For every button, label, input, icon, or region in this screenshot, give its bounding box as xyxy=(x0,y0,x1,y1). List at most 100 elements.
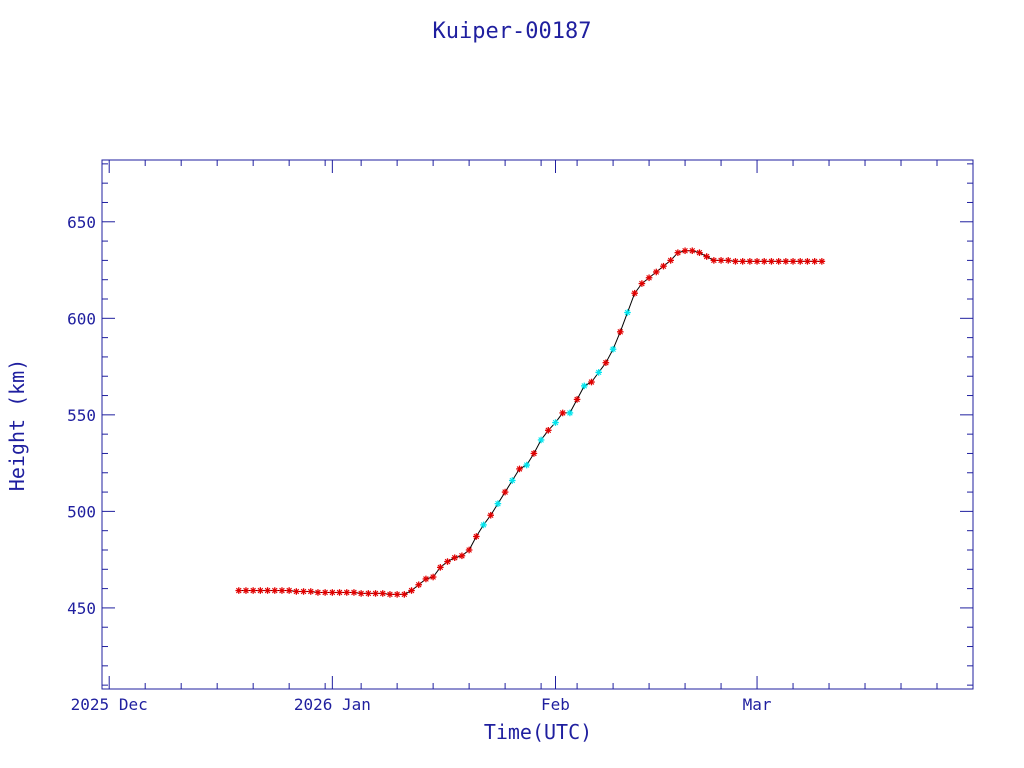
data-point-stroke xyxy=(235,587,242,594)
x-tick-label: Mar xyxy=(743,695,772,714)
data-point xyxy=(789,258,797,265)
data-point xyxy=(559,409,566,417)
data-point-stroke xyxy=(379,590,386,597)
data-point-stroke xyxy=(552,419,559,426)
data-point-stroke xyxy=(451,554,458,561)
data-point xyxy=(278,587,286,594)
data-point xyxy=(487,511,495,519)
data-point xyxy=(458,552,466,560)
data-point-stroke xyxy=(783,258,789,265)
y-tick-label: 450 xyxy=(67,599,96,618)
data-point-stroke xyxy=(495,500,501,507)
data-point xyxy=(357,590,365,597)
data-point xyxy=(710,257,718,264)
data-point xyxy=(501,488,509,496)
data-point-stroke xyxy=(617,329,624,335)
data-point xyxy=(257,587,264,594)
data-point xyxy=(609,345,617,353)
data-point xyxy=(624,309,631,316)
data-point xyxy=(300,588,307,595)
data-point-stroke xyxy=(639,280,645,287)
data-point-stroke xyxy=(610,346,616,352)
data-point xyxy=(444,558,451,565)
data-point-stroke xyxy=(271,587,278,594)
data-point-stroke xyxy=(358,590,364,597)
data-point xyxy=(401,591,408,598)
data-point-stroke xyxy=(365,590,372,597)
data-point xyxy=(480,521,487,529)
data-point xyxy=(667,257,674,264)
x-tick-label: 2026 Jan xyxy=(294,695,371,714)
chart-title: Kuiper-00187 xyxy=(433,19,592,44)
data-point xyxy=(818,258,826,265)
data-point xyxy=(235,587,243,594)
data-point-stroke xyxy=(574,396,580,403)
data-point-stroke xyxy=(653,269,660,275)
data-point xyxy=(386,591,394,598)
data-point-stroke xyxy=(459,552,465,559)
data-point-stroke xyxy=(257,587,264,594)
data-point xyxy=(638,280,646,287)
series-line xyxy=(238,250,822,595)
data-point xyxy=(271,587,279,594)
data-point-stroke xyxy=(487,512,494,519)
data-point-stroke xyxy=(819,258,825,265)
data-point xyxy=(760,258,768,265)
data-point xyxy=(724,257,732,264)
data-point-stroke xyxy=(775,258,782,265)
data-point xyxy=(796,258,804,265)
data-point-stroke xyxy=(682,247,688,254)
data-point xyxy=(249,587,257,594)
data-point xyxy=(372,590,379,597)
x-tick-label: 2025 Dec xyxy=(71,695,148,714)
data-point xyxy=(674,249,682,256)
series-line-group xyxy=(238,250,822,595)
data-point-stroke xyxy=(408,587,415,594)
series-points-group xyxy=(235,247,826,598)
data-point-stroke xyxy=(768,258,775,265)
data-point-stroke xyxy=(559,410,566,416)
data-point xyxy=(588,378,595,386)
data-point-stroke xyxy=(423,576,429,582)
data-point xyxy=(739,258,746,265)
data-point xyxy=(451,554,459,562)
data-point-stroke xyxy=(646,274,652,281)
data-point-stroke xyxy=(603,359,609,366)
data-point-stroke xyxy=(732,258,739,265)
data-point xyxy=(595,369,602,376)
data-point-stroke xyxy=(739,258,746,265)
data-point-stroke xyxy=(300,588,307,595)
data-point xyxy=(660,262,667,270)
data-point-stroke xyxy=(624,309,631,316)
data-point-stroke xyxy=(725,257,732,264)
data-point-stroke xyxy=(401,591,408,598)
data-point xyxy=(645,274,653,282)
data-point-stroke xyxy=(689,247,696,254)
data-point-stroke xyxy=(430,574,436,580)
data-point-stroke xyxy=(387,591,393,598)
data-point-stroke xyxy=(545,427,552,434)
data-point xyxy=(473,533,480,540)
data-point-stroke xyxy=(473,533,480,540)
data-point xyxy=(775,258,782,265)
data-point xyxy=(336,589,343,596)
data-point xyxy=(516,465,523,473)
data-point xyxy=(365,590,372,597)
data-point xyxy=(552,419,559,426)
data-point-stroke xyxy=(797,258,804,265)
data-point xyxy=(717,257,725,264)
data-point xyxy=(616,328,624,336)
data-point xyxy=(703,253,710,260)
data-point-stroke xyxy=(531,450,537,457)
data-point-stroke xyxy=(307,588,314,595)
data-point xyxy=(437,564,444,571)
data-point-stroke xyxy=(567,410,573,416)
data-point xyxy=(509,477,516,484)
data-point xyxy=(321,589,329,596)
data-point-stroke xyxy=(595,369,602,376)
data-point-stroke xyxy=(351,589,357,596)
data-point-stroke xyxy=(631,290,638,297)
data-point xyxy=(566,409,574,417)
data-point-stroke xyxy=(322,589,328,596)
data-point xyxy=(422,575,430,583)
